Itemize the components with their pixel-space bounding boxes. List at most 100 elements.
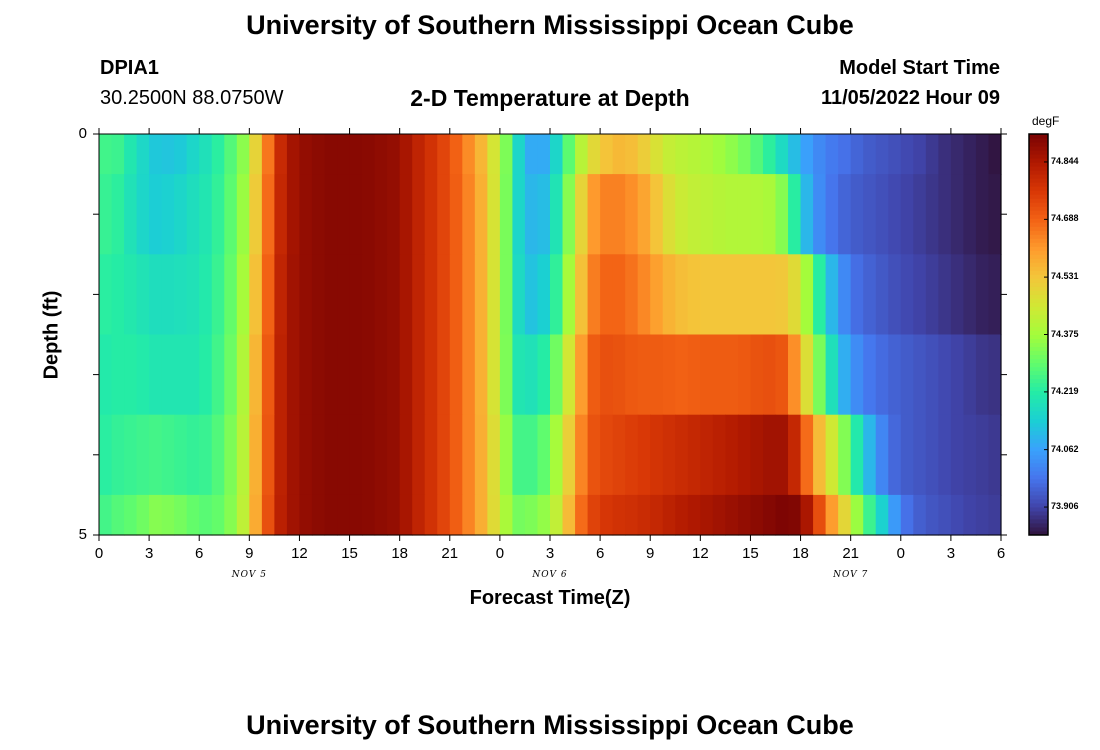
heatmap-cell: [612, 134, 626, 175]
colorbar-segment: [1029, 434, 1048, 440]
heatmap-cell: [650, 334, 664, 416]
colorbar-segment: [1029, 486, 1048, 492]
heatmap-cell: [888, 414, 902, 496]
x-tick-label: 18: [792, 545, 809, 562]
heatmap-cell: [99, 254, 113, 336]
colorbar-segment: [1029, 498, 1048, 504]
colorbar-segment: [1029, 162, 1048, 167]
heatmap-cell: [424, 414, 438, 496]
colorbar-tick-label: 74.688: [1051, 213, 1079, 224]
heatmap-cell: [587, 414, 601, 496]
heatmap-cell: [462, 174, 476, 255]
heatmap-cell: [524, 334, 539, 416]
heatmap-cell: [186, 174, 200, 255]
heatmap-cell: [161, 134, 175, 175]
colorbar-segment: [1029, 194, 1048, 199]
x-tick-label: 3: [144, 545, 154, 562]
heatmap-cell: [236, 174, 250, 255]
heatmap-cell: [311, 134, 326, 175]
heatmap-cell: [562, 414, 576, 496]
heatmap-cell: [775, 174, 789, 255]
colorbar-segment: [1029, 142, 1048, 147]
heatmap-cell: [249, 134, 263, 175]
heatmap-cell: [600, 254, 614, 336]
heatmap-cell: [424, 494, 438, 536]
colorbar-segment: [1029, 422, 1048, 428]
heatmap-cell: [174, 174, 188, 255]
colorbar-segment: [1029, 362, 1048, 368]
heatmap-cell: [499, 334, 514, 416]
heatmap-cell: [575, 334, 589, 416]
heatmap-cell: [236, 334, 250, 416]
heatmap-cell: [863, 494, 877, 536]
heatmap-cell: [925, 174, 939, 255]
heatmap-cell: [136, 414, 150, 496]
colorbar-segment: [1029, 258, 1048, 263]
heatmap-cell: [700, 174, 714, 255]
colorbar-segment: [1029, 294, 1048, 299]
heatmap-cell: [349, 174, 363, 255]
heatmap-cell: [499, 174, 514, 255]
heatmap-cell: [537, 134, 551, 175]
colorbar-segment: [1029, 482, 1048, 488]
heatmap-cell: [587, 134, 601, 175]
heatmap-cell: [687, 334, 701, 416]
heatmap-cell: [499, 414, 514, 496]
heatmap-cell: [650, 254, 664, 336]
heatmap-cell: [775, 134, 789, 175]
heatmap-cell: [149, 254, 163, 336]
heatmap-cell: [449, 134, 463, 175]
heatmap-cell: [299, 134, 313, 175]
heatmap-cell: [550, 134, 564, 175]
colorbar-segment: [1029, 518, 1048, 524]
colorbar-segment: [1029, 474, 1048, 480]
colorbar-segment: [1029, 174, 1048, 179]
heatmap-cell: [963, 134, 977, 175]
heatmap-cell: [474, 414, 488, 496]
heatmap-cell: [662, 174, 676, 255]
heatmap-cell: [675, 254, 689, 336]
heatmap-cell: [324, 134, 338, 175]
heatmap-cell: [437, 254, 451, 336]
heatmap-cell: [800, 134, 814, 175]
heatmap-cell: [349, 134, 363, 175]
heatmap-cell: [813, 174, 827, 255]
date-label: NOV 7: [833, 570, 869, 580]
heatmap-cell: [224, 134, 238, 175]
heatmap-cell: [399, 254, 413, 336]
heatmap-cell: [800, 494, 814, 536]
heatmap-cell: [449, 174, 463, 255]
heatmap-cell: [311, 494, 326, 536]
colorbar-segment: [1029, 134, 1048, 139]
heatmap-cell: [737, 414, 752, 496]
heatmap-cell: [199, 334, 213, 416]
heatmap-cell: [900, 134, 914, 175]
colorbar-segment: [1029, 350, 1048, 356]
heatmap-cell: [311, 334, 326, 416]
heatmap-cell: [938, 134, 952, 175]
heatmap-cell: [825, 134, 839, 175]
heatmap-cell: [725, 134, 739, 175]
heatmap-cell: [337, 414, 351, 496]
heatmap-cell: [725, 334, 739, 416]
heatmap-cell: [975, 134, 990, 175]
heatmap-cell: [850, 494, 864, 536]
heatmap-cell: [762, 134, 777, 175]
heatmap-cell: [913, 494, 927, 536]
colorbar-segment: [1029, 178, 1048, 183]
heatmap-cell: [712, 134, 726, 175]
heatmap-cell: [387, 494, 401, 536]
heatmap-cell: [988, 254, 1002, 336]
heatmap-cell: [236, 494, 250, 536]
heatmap-cell: [437, 134, 451, 175]
heatmap-cell: [775, 494, 789, 536]
heatmap-cell: [186, 334, 200, 416]
heatmap-cell: [324, 174, 338, 255]
heatmap-cell: [174, 334, 188, 416]
date-label: NOV 6: [532, 570, 568, 580]
colorbar-segment: [1029, 210, 1048, 215]
heatmap-cell: [975, 254, 990, 336]
heatmap-cell: [988, 334, 1002, 416]
x-tick-label: 6: [195, 545, 204, 562]
heatmap-cell: [863, 334, 877, 416]
